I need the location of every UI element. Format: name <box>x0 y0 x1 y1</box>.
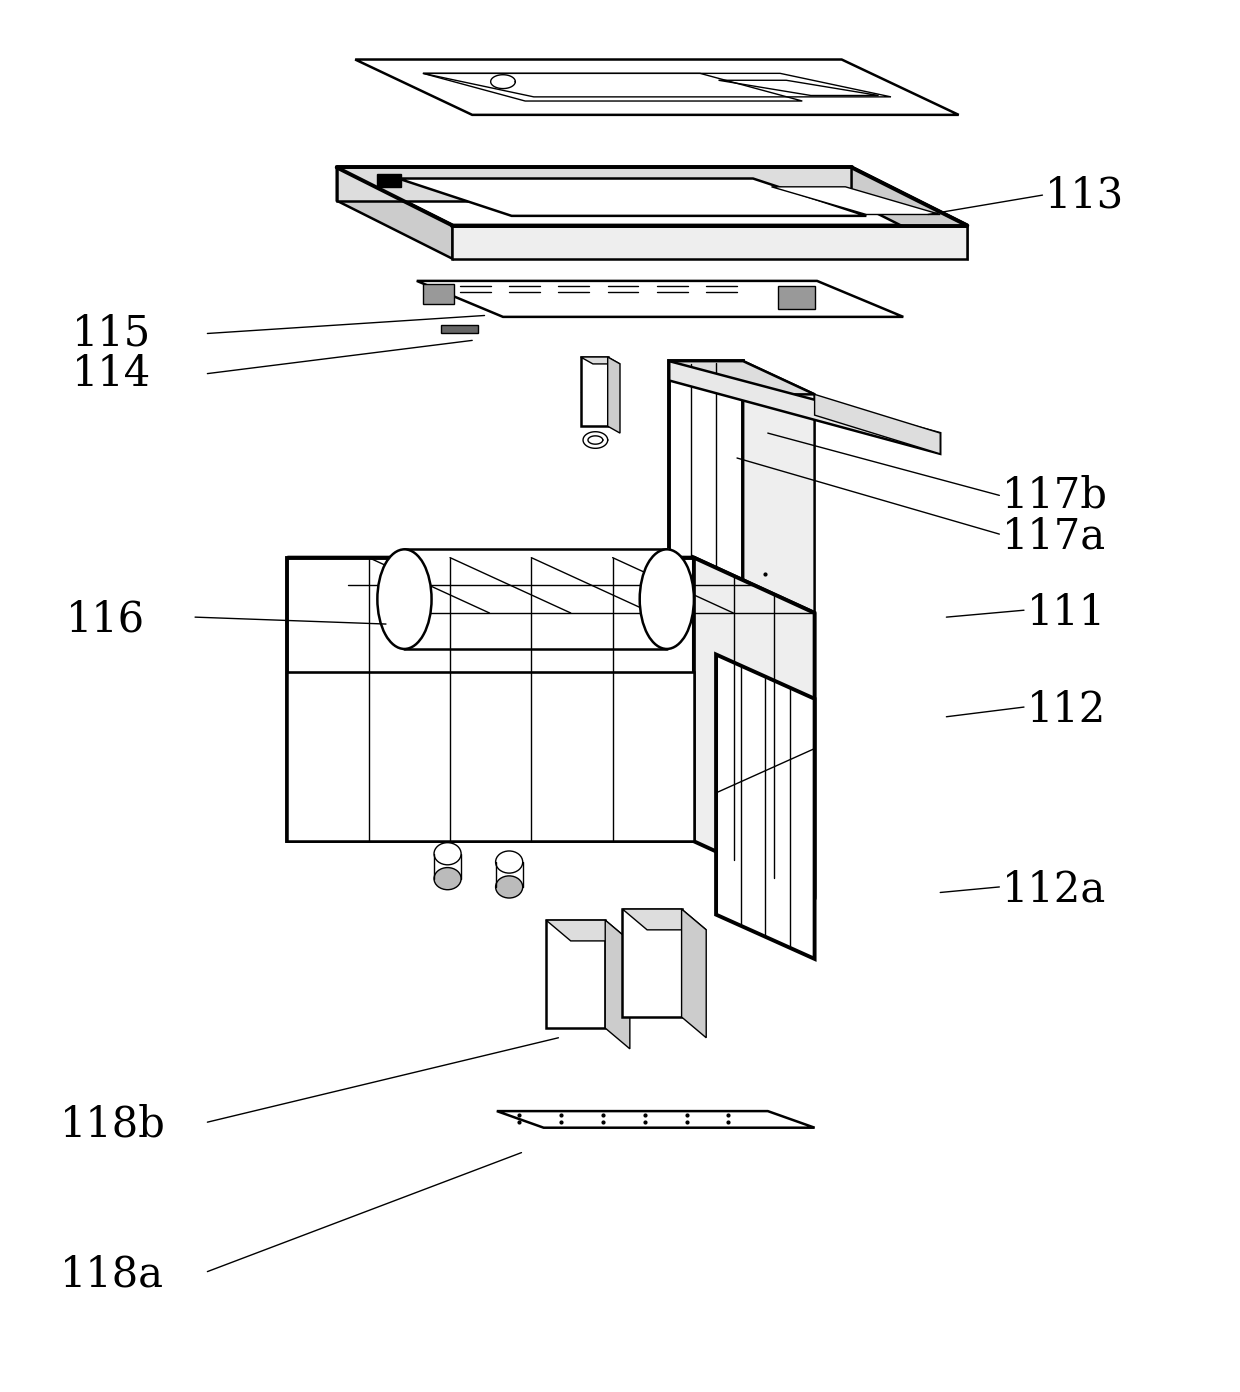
Polygon shape <box>441 326 479 334</box>
Polygon shape <box>852 167 967 259</box>
Polygon shape <box>497 1111 815 1128</box>
Polygon shape <box>377 174 401 187</box>
Polygon shape <box>670 361 940 454</box>
Text: 118b: 118b <box>60 1104 165 1146</box>
Polygon shape <box>546 920 605 1029</box>
Polygon shape <box>605 920 630 1048</box>
Polygon shape <box>288 672 694 841</box>
Polygon shape <box>777 287 815 309</box>
Text: 114: 114 <box>72 352 151 394</box>
Polygon shape <box>398 178 867 216</box>
Polygon shape <box>337 167 852 200</box>
Ellipse shape <box>434 867 461 889</box>
Ellipse shape <box>640 550 694 649</box>
Polygon shape <box>337 167 453 259</box>
Polygon shape <box>288 558 815 612</box>
Text: 117b: 117b <box>1002 475 1107 516</box>
Polygon shape <box>743 361 815 818</box>
Polygon shape <box>546 920 630 941</box>
Polygon shape <box>682 909 707 1038</box>
Polygon shape <box>417 281 903 317</box>
Polygon shape <box>355 60 959 116</box>
Polygon shape <box>815 394 940 454</box>
Ellipse shape <box>496 876 523 898</box>
Polygon shape <box>771 187 940 214</box>
Text: 118a: 118a <box>60 1253 164 1296</box>
Ellipse shape <box>496 851 523 873</box>
Text: 111: 111 <box>1027 592 1106 633</box>
Polygon shape <box>423 284 454 305</box>
Polygon shape <box>622 909 707 930</box>
Polygon shape <box>580 356 608 426</box>
Polygon shape <box>453 226 967 259</box>
Text: 115: 115 <box>72 312 151 355</box>
Polygon shape <box>670 361 743 786</box>
Polygon shape <box>404 550 667 649</box>
Ellipse shape <box>377 550 432 649</box>
Polygon shape <box>670 361 815 394</box>
Polygon shape <box>608 356 620 433</box>
Polygon shape <box>715 654 815 959</box>
Text: 113: 113 <box>1045 174 1125 216</box>
Polygon shape <box>622 909 682 1018</box>
Polygon shape <box>337 167 967 226</box>
Text: 117a: 117a <box>1002 516 1106 558</box>
Text: 112: 112 <box>1027 689 1106 731</box>
Polygon shape <box>694 558 815 896</box>
Ellipse shape <box>434 842 461 864</box>
Text: 116: 116 <box>66 599 145 640</box>
Polygon shape <box>580 356 620 363</box>
Polygon shape <box>288 558 694 841</box>
Text: 112a: 112a <box>1002 869 1106 910</box>
